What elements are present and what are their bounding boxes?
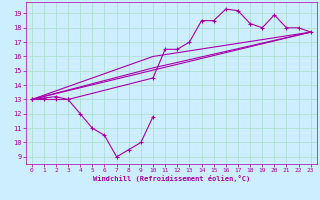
X-axis label: Windchill (Refroidissement éolien,°C): Windchill (Refroidissement éolien,°C) xyxy=(92,175,250,182)
